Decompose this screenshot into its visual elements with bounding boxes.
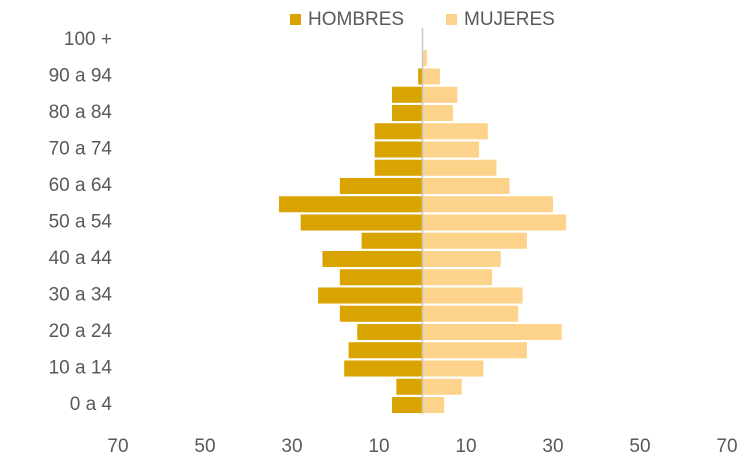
bar [322,250,423,268]
y-tick-label: 60 a 64 [49,175,113,196]
bar [422,86,458,103]
x-tick-label: 30 [542,436,563,457]
bar [348,342,423,359]
bar [422,378,462,395]
bar [392,104,423,122]
bar [422,159,497,176]
bar [339,269,423,286]
bar [318,287,423,304]
bar [422,360,484,377]
legend-label: MUJERES [464,9,555,30]
bar [374,123,423,140]
bar [374,159,423,176]
y-tick-label: 30 a 34 [49,285,113,306]
bar [357,323,423,341]
bar [422,50,427,67]
bar [422,68,440,85]
bar [396,378,423,395]
legend-swatch [290,14,301,25]
bar [339,177,423,195]
bar [300,214,423,231]
legend-label: HOMBRES [308,9,404,30]
y-tick-label: 70 a 74 [49,139,113,160]
y-tick-label: 20 a 24 [49,321,113,342]
y-tick-label: 80 a 84 [49,102,113,123]
bar [361,232,423,249]
bar [344,360,423,377]
bar [339,305,423,322]
x-tick-label: 10 [368,436,389,457]
bar [374,141,423,158]
bar [278,196,423,213]
bar [422,177,510,195]
x-tick-label: 70 [716,436,737,457]
x-tick-label: 10 [455,436,476,457]
bar [392,86,423,103]
bar [422,250,501,268]
bar [422,123,488,140]
x-tick-label: 30 [281,436,302,457]
bar [422,396,445,414]
legend-swatch [446,14,457,25]
bar [422,141,480,158]
bar [422,287,523,304]
bar [422,104,453,122]
y-tick-label: 100 + [64,29,112,50]
bar [392,396,423,414]
bar [418,68,423,85]
bar [422,342,527,359]
y-tick-label: 10 a 14 [49,358,113,379]
bar [422,196,553,213]
y-tick-label: 90 a 94 [49,66,113,87]
bar [422,323,562,341]
bar [422,305,519,322]
bar [422,232,527,249]
bar [422,269,493,286]
y-tick-label: 40 a 44 [49,248,113,269]
x-tick-label: 50 [194,436,215,457]
y-tick-label: 50 a 54 [49,212,113,233]
x-tick-label: 50 [629,436,650,457]
x-tick-label: 70 [107,436,128,457]
bar [422,214,567,231]
y-tick-label: 0 a 4 [70,394,113,415]
